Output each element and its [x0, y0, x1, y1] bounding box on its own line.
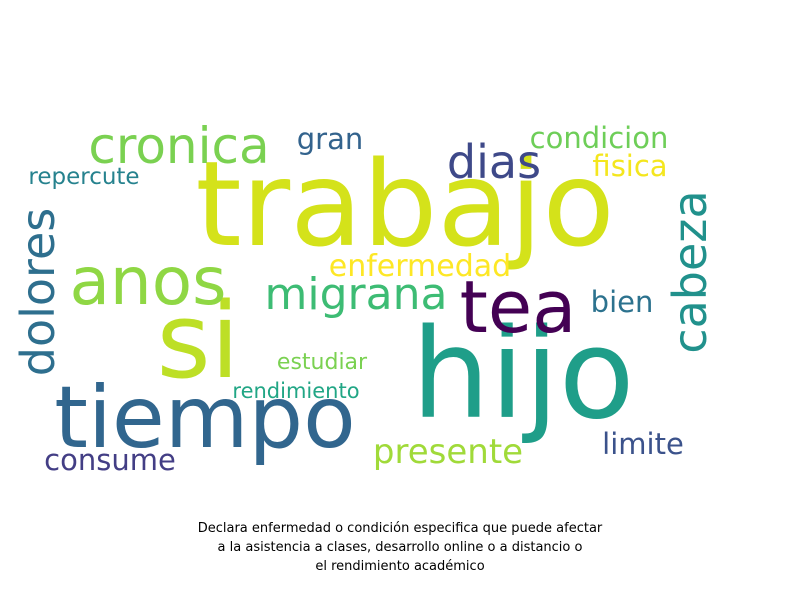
word-tea: tea	[460, 265, 577, 349]
word-si: si	[156, 280, 239, 402]
word-cronica: cronica	[88, 117, 269, 175]
figure-caption: Declara enfermedad o condición especific…	[0, 519, 800, 576]
caption-line-2: a la asistencia a clases, desarrollo onl…	[217, 540, 583, 555]
word-dolores: dolores	[11, 208, 65, 376]
word-trabajo: trabajo	[195, 135, 614, 273]
word-cabeza: cabeza	[663, 190, 717, 353]
caption-line-1: Declara enfermedad o condición especific…	[197, 521, 603, 536]
word-estudiar: estudiar	[277, 350, 368, 375]
word-migrana: migrana	[265, 269, 448, 320]
word-hijo: hijo	[411, 303, 634, 447]
word-enfermedad: enfermedad	[329, 249, 511, 284]
word-gran: gran	[297, 122, 363, 156]
word-condicion: condicion	[530, 121, 669, 155]
word-fisica: fisica	[592, 149, 667, 183]
word-tiempo: tiempo	[54, 368, 356, 468]
word-bien: bien	[591, 285, 654, 319]
word-dias: dias	[447, 135, 541, 189]
word-anos: anos	[69, 243, 226, 320]
word-repercute: repercute	[28, 164, 139, 190]
word-rendimiento: rendimiento	[232, 379, 359, 403]
caption-line-3: el rendimiento académico	[315, 559, 485, 574]
word-limite: limite	[602, 427, 684, 461]
word-consume: consume	[44, 443, 176, 477]
word-presente: presente	[373, 432, 523, 472]
